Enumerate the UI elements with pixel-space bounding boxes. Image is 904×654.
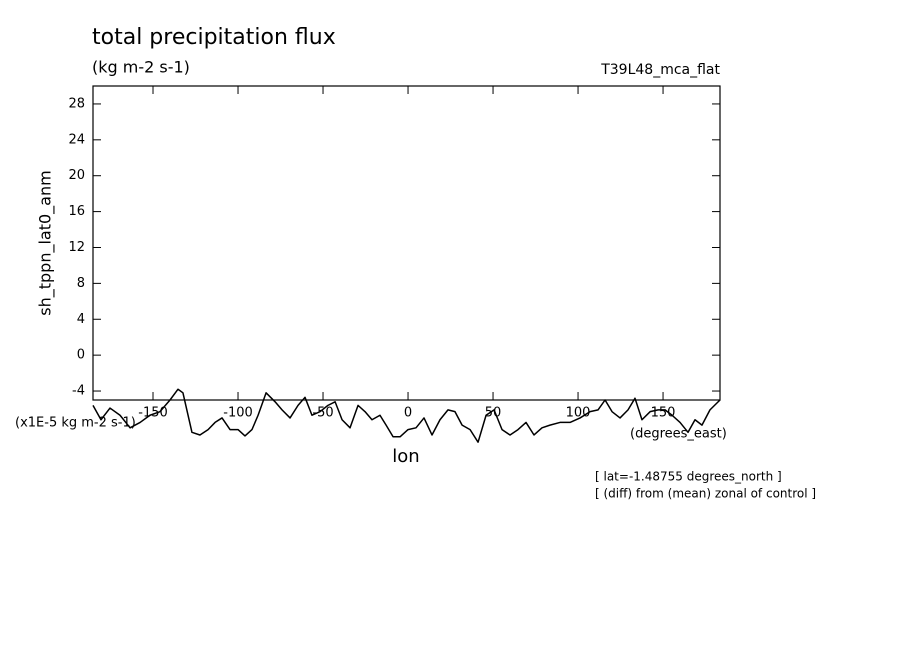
y-tick-label: 8 — [77, 276, 85, 291]
x-tick-label: 50 — [485, 406, 502, 421]
y-tick-label: 0 — [77, 348, 85, 363]
x-tick-label: 100 — [566, 406, 591, 421]
y-tick-label: 12 — [68, 240, 85, 255]
plot-frame — [92, 85, 721, 401]
x-tick-label: -50 — [312, 406, 333, 421]
x-tick-label: 0 — [404, 406, 412, 421]
x-tick-label: -150 — [138, 406, 168, 421]
x-tick-label: 150 — [651, 406, 676, 421]
y-tick-label: 16 — [68, 204, 85, 219]
experiment-label: T39L48_mca_flat — [600, 62, 720, 78]
x-units: (degrees_east) — [630, 427, 727, 442]
note: [ lat=-1.48755 degrees_north ] — [595, 470, 782, 484]
note: [ (diff) from (mean) zonal of control ] — [595, 487, 816, 501]
y-tick-label: 20 — [68, 168, 85, 183]
data-line — [92, 388, 721, 443]
x-tick-label: -100 — [223, 406, 253, 421]
y-units: (x1E-5 kg m-2 s-1) — [15, 416, 136, 431]
y-tick-label: 24 — [68, 132, 85, 147]
y-axis-label: sh_tppn_lat0_anm — [36, 170, 56, 315]
x-axis-label: lon — [392, 446, 419, 467]
y-tick-label: -4 — [72, 384, 85, 399]
y-tick-label: 28 — [68, 96, 85, 111]
chart-subtitle: (kg m-2 s-1) — [92, 58, 190, 77]
y-tick-label: 4 — [77, 312, 85, 327]
chart-title: total precipitation flux — [92, 25, 336, 50]
